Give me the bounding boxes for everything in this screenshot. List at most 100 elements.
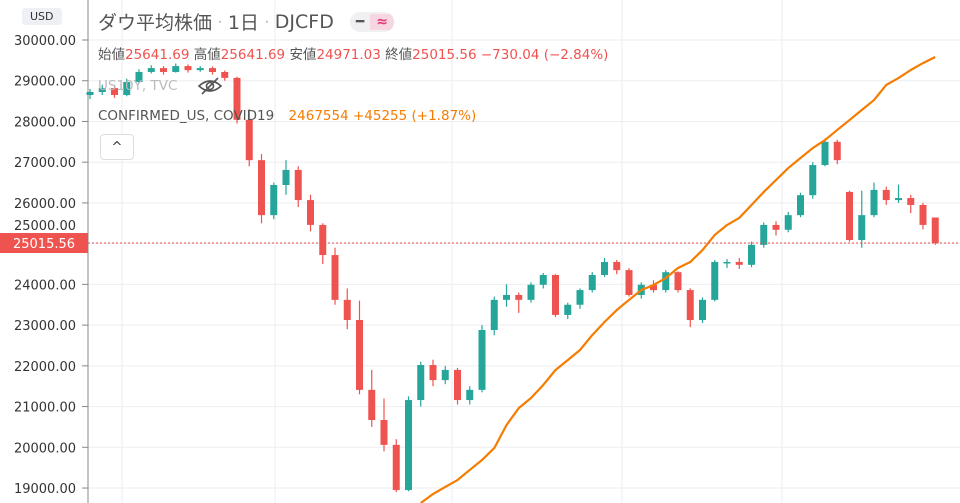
hidden-overlay-legend[interactable]: US10Y, TVC [98, 77, 223, 95]
candle-body [723, 261, 731, 264]
candle-body [282, 169, 290, 185]
candle-body [833, 141, 841, 161]
candle-body [784, 215, 792, 230]
close-value: 25015.56 [412, 47, 477, 63]
open-value: 25641.69 [125, 47, 190, 63]
candle-body [454, 369, 461, 401]
candle-body [343, 299, 351, 321]
approx-icon[interactable]: ≈ [370, 13, 394, 30]
axis-tick-label: 21000.00 [14, 401, 76, 416]
candle-body [417, 365, 425, 401]
overlay-label: US10Y, TVC [98, 78, 178, 94]
currency-badge[interactable]: USD [22, 8, 62, 25]
candle-body [319, 224, 327, 256]
candle-body [625, 270, 633, 295]
candle-body [184, 66, 192, 71]
candle-body [368, 389, 376, 421]
candle-body [515, 294, 523, 300]
axis-tick-label: 25000.00 [14, 219, 76, 234]
candle-body [307, 200, 314, 225]
collapse-legend-button[interactable]: ^ [100, 134, 134, 160]
candle-body [870, 189, 878, 216]
candle-body [882, 189, 890, 201]
candle-body [576, 290, 584, 305]
candle-body [478, 329, 486, 390]
covid-label: CONFIRMED_US, COVID19 [98, 108, 275, 124]
axis-tick-label: 22000.00 [14, 360, 76, 375]
candle-body [797, 195, 804, 216]
axis-tick-label: 24000.00 [14, 278, 76, 293]
axis-tick-label: 19000.00 [14, 482, 76, 497]
candle-body [588, 275, 596, 291]
axis-tick-label: 20000.00 [14, 441, 76, 456]
high-value: 25641.69 [220, 47, 286, 63]
candle-body [552, 275, 559, 315]
candle-body [674, 272, 682, 291]
high-label: 高値 [193, 47, 221, 63]
axis-tick-label: 26000.00 [14, 197, 76, 212]
candle-body [650, 284, 657, 291]
chart-style-pill[interactable]: ━ ≈ [349, 11, 394, 32]
exchange-label: DJCFD [274, 10, 334, 33]
candle-body [98, 88, 106, 93]
axis-tick-label: 29000.00 [14, 75, 76, 90]
candle-body [392, 444, 400, 491]
axis-tick-label: 27000.00 [14, 156, 76, 171]
candle-body [331, 255, 339, 300]
open-label: 始値 [98, 47, 125, 63]
line-style-icon[interactable]: ━ [355, 13, 365, 30]
candle-body [294, 169, 302, 201]
candle-body [895, 198, 902, 201]
symbol-title[interactable]: ダウ平均株価 [98, 12, 213, 34]
low-label: 安値 [289, 47, 317, 63]
eye-off-icon[interactable] [197, 77, 223, 95]
candle-body [821, 141, 829, 166]
covid-line [420, 56, 936, 503]
covid-value: 2467554 [288, 108, 349, 124]
axis-tick-label: 23000.00 [14, 319, 76, 334]
candle-body [490, 299, 498, 330]
candle-body [711, 261, 719, 300]
candle-body [809, 165, 817, 196]
candle-body [196, 68, 204, 71]
candle-body [846, 191, 853, 240]
candle-body [858, 215, 866, 240]
separator-dot: · [264, 14, 269, 29]
axis-tick-label: 28000.00 [14, 115, 76, 130]
ohlc-legend: 始値25641.69 高値25641.69 安値24971.03 終値25015… [98, 43, 608, 63]
candle-body [258, 160, 265, 216]
candle-body [233, 77, 241, 120]
candle-body [123, 81, 131, 95]
chevron-up-icon: ^ [111, 139, 123, 155]
separator-dot: · [218, 14, 222, 29]
low-value: 24971.03 [316, 47, 381, 63]
candle-body [172, 66, 180, 72]
candle-body [209, 68, 216, 72]
current-price-badge [0, 233, 88, 254]
candle-body [686, 290, 694, 321]
candle-body [613, 261, 621, 271]
candle-body [539, 275, 547, 285]
candle-body [429, 365, 437, 381]
candle-body [441, 369, 449, 381]
candle-body [699, 299, 706, 321]
candle-body [907, 198, 915, 205]
covid-legend: CONFIRMED_US, COVID19 2467554 +45255 (+1… [98, 108, 476, 124]
candle-body [527, 284, 535, 300]
candle-body [919, 204, 927, 225]
candle-body [405, 400, 412, 491]
candle-body [111, 88, 118, 95]
candle-body [160, 68, 167, 72]
candle-body [748, 244, 755, 265]
change-value: −730.04 (−2.84%) [480, 47, 609, 63]
current-price-label: 25015.56 [13, 237, 75, 252]
candle-body [564, 304, 572, 315]
covid-change: +45255 (+1.87%) [352, 108, 477, 124]
candle-body [135, 71, 143, 82]
candle-body [772, 224, 780, 230]
candle-body [931, 217, 939, 244]
candle-body [380, 420, 388, 445]
candle-body [86, 92, 94, 95]
interval-label[interactable]: 1日 [227, 12, 259, 34]
